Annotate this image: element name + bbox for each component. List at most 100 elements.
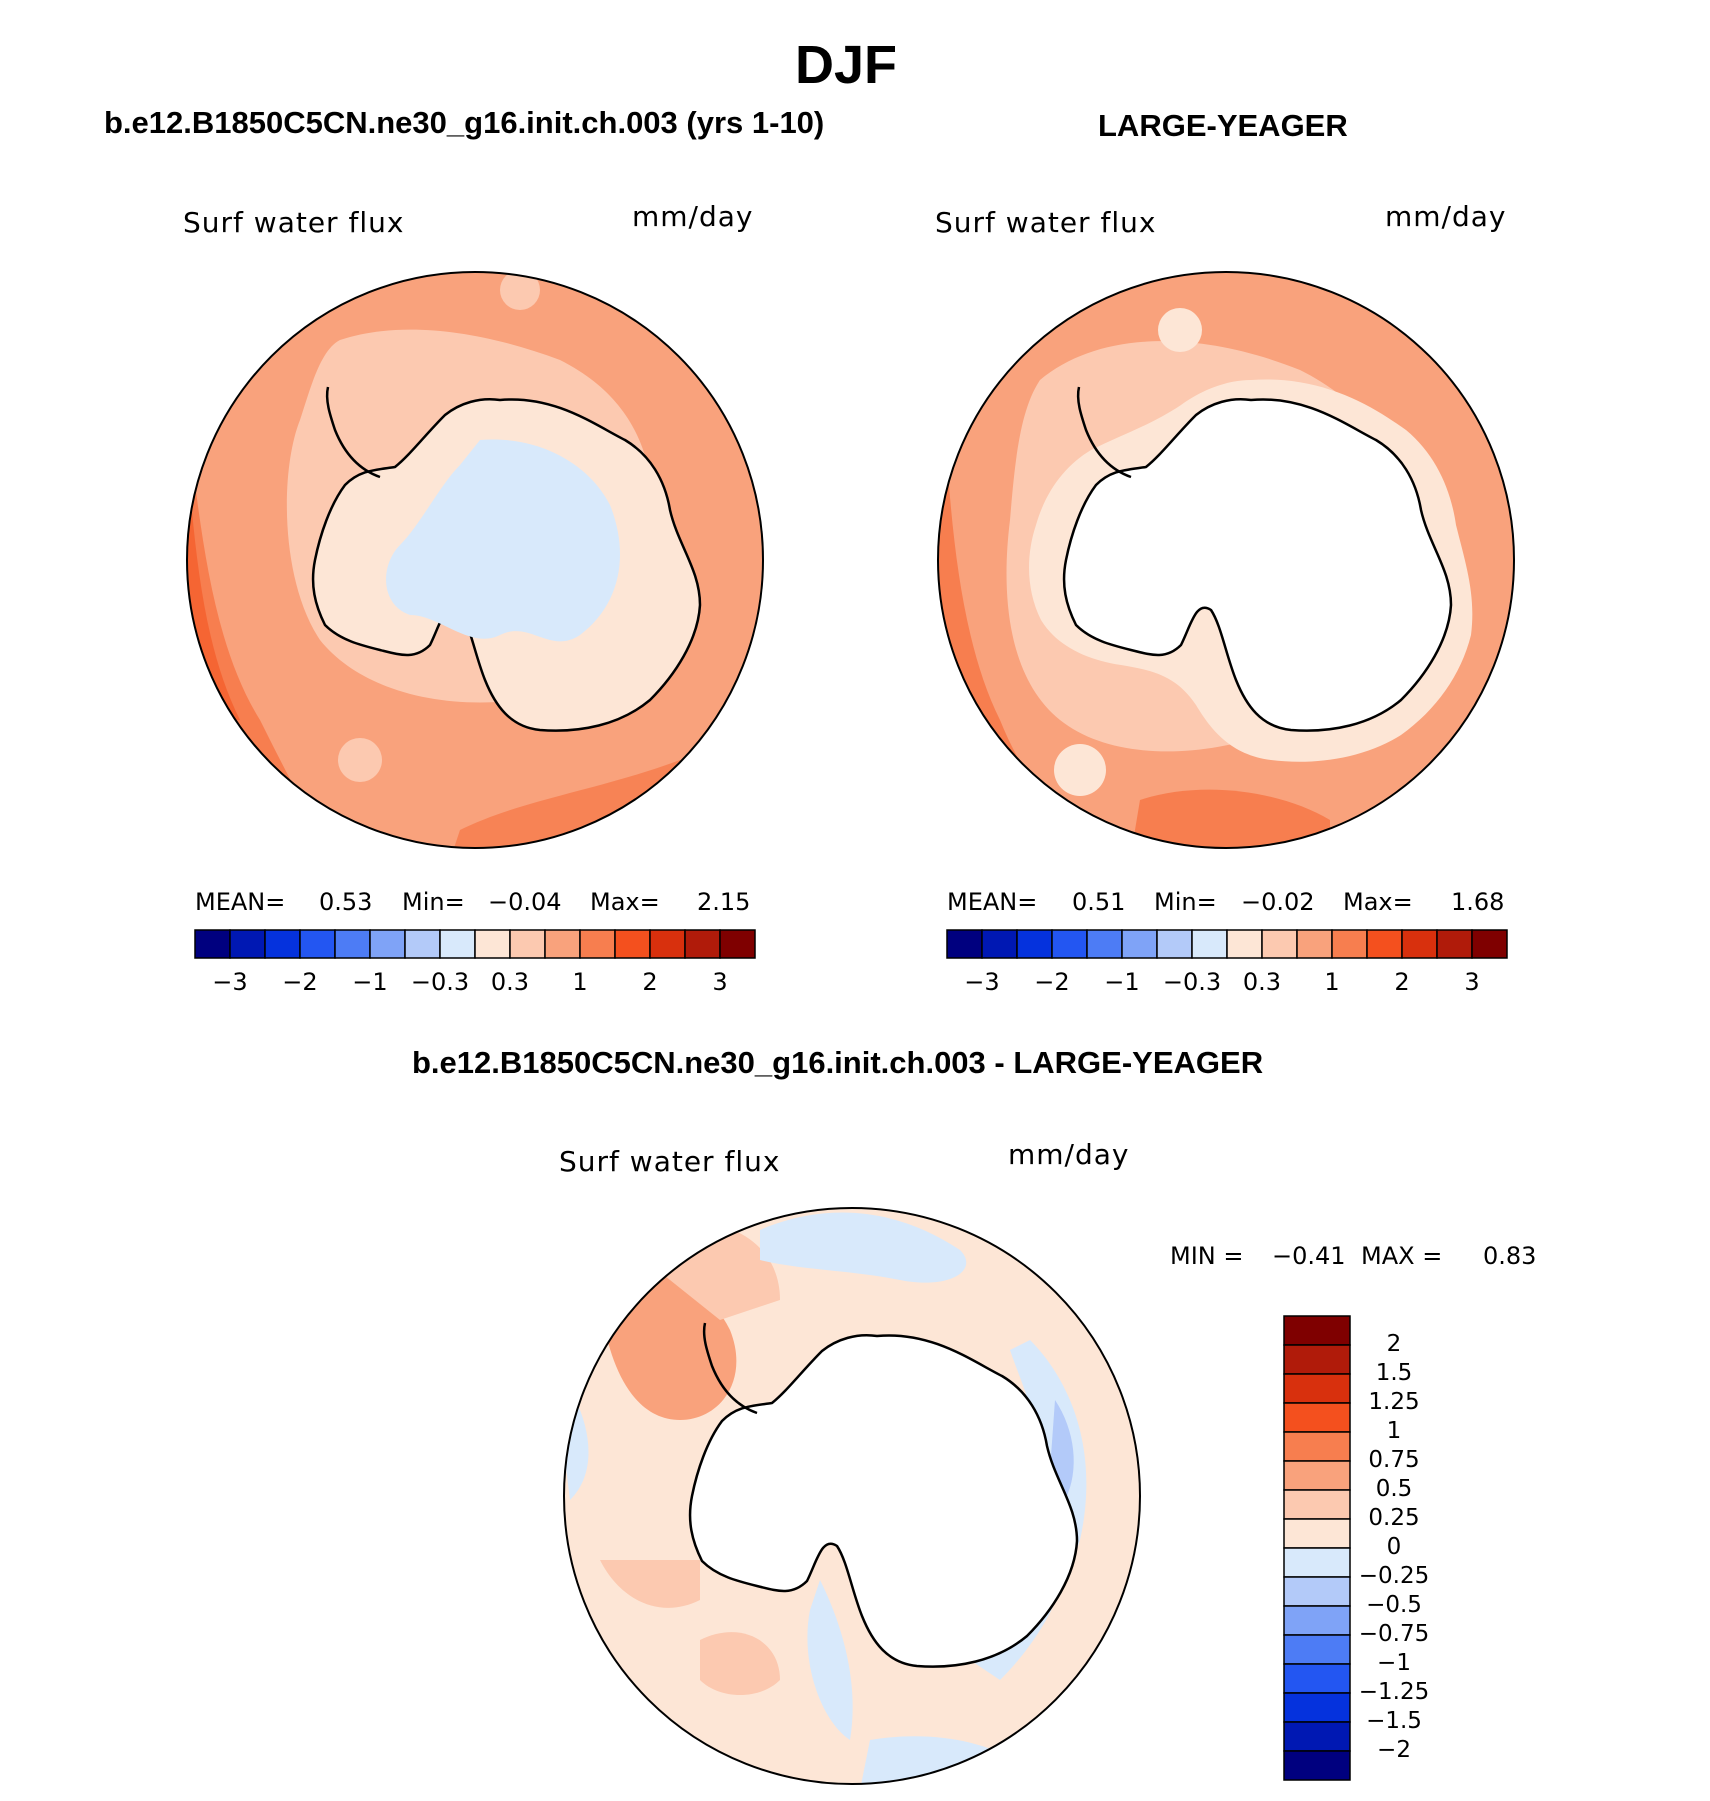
panel-obs-min-label: Min= [1154, 888, 1217, 916]
colorbar-obs-swatch [1366, 929, 1403, 959]
colorbar-diff-swatch [1283, 1576, 1351, 1607]
colorbar-obs-swatch [1156, 929, 1193, 959]
colorbar-obs-swatch [1296, 929, 1333, 959]
colorbar-diff-swatch [1283, 1431, 1351, 1462]
colorbar-diff-swatch [1283, 1750, 1351, 1781]
panel-obs-variable-label: Surf water flux [935, 206, 1157, 239]
colorbar-model-tick-label: 0.3 [491, 968, 529, 996]
panel-obs-min-value: −0.02 [1241, 888, 1315, 916]
colorbar-diff-tick-label: 1.25 [1368, 1389, 1419, 1415]
colorbar-obs-tick-label: −3 [964, 968, 999, 996]
colorbar-diff-tick-label: 1 [1387, 1418, 1402, 1444]
panel-model-min-value: −0.04 [488, 888, 562, 916]
colorbar-diff-tick-label: 0.25 [1368, 1505, 1419, 1531]
panel-diff-max-value: 0.83 [1483, 1242, 1537, 1270]
panel-model-variable-label: Surf water flux [183, 206, 405, 239]
colorbar-diff: 2 1.5 1.25 1 0.75 0.5 0.25 0 −0.25 −0.5 −0.75 −1 −1.… [1283, 1315, 1429, 1781]
panel-model-max-label: Max= [590, 888, 660, 916]
colorbar-model-tick-label: −3 [212, 968, 247, 996]
colorbar-model-swatch [264, 929, 301, 959]
panel-model-mean-value: 0.53 [319, 888, 373, 916]
colorbar-obs-tick-label: 0.3 [1243, 968, 1281, 996]
colorbar-model-swatch [404, 929, 441, 959]
colorbar-model-tick-label: 3 [712, 968, 727, 996]
panel-obs-map [937, 271, 1515, 849]
panel-obs-mean-label: MEAN= [947, 888, 1038, 916]
colorbar-model-swatch [474, 929, 511, 959]
colorbar-obs-tick-label: −0.3 [1163, 968, 1221, 996]
colorbar-diff-tick-label: −1.5 [1366, 1708, 1422, 1734]
colorbar-model-swatch [649, 929, 686, 959]
colorbar-model-swatch [299, 929, 336, 959]
colorbar-diff-swatch [1283, 1489, 1351, 1520]
colorbar-obs-tick-label: −1 [1104, 968, 1139, 996]
colorbar-diff-swatch [1283, 1692, 1351, 1723]
panel-diff-units-label: mm/day [1008, 1138, 1130, 1171]
panel-diff-max-label: MAX = [1361, 1242, 1443, 1270]
colorbar-diff-tick-label: −1 [1377, 1650, 1411, 1676]
colorbar-diff-swatch [1283, 1315, 1351, 1346]
colorbar-obs-swatch [1121, 929, 1158, 959]
colorbar-diff-tick-label: −2 [1377, 1737, 1411, 1763]
colorbar-diff-tick-label: 0.75 [1368, 1447, 1419, 1473]
colorbar-model-swatch [719, 929, 756, 959]
colorbar-obs-tick-label: 3 [1464, 968, 1479, 996]
colorbar-obs-tick-label: −2 [1034, 968, 1069, 996]
colorbar-obs-swatch [981, 929, 1018, 959]
colorbar-diff-swatch [1283, 1605, 1351, 1636]
panel-diff-min-label: MIN = [1170, 1242, 1244, 1270]
panel-diff-map [563, 1207, 1141, 1785]
colorbar-obs-tick-label: 1 [1324, 968, 1339, 996]
colorbar-model-tick-label: −1 [352, 968, 387, 996]
panel-obs-max-label: Max= [1343, 888, 1413, 916]
colorbar-model-swatch [369, 929, 406, 959]
colorbar-obs-swatch [1401, 929, 1438, 959]
panel-obs-max-value: 1.68 [1451, 888, 1505, 916]
panel-diff-title: b.e12.B1850C5CN.ne30_g16.init.ch.003 - L… [412, 1045, 1264, 1080]
panel-obs-units-label: mm/day [1385, 200, 1507, 233]
colorbar-obs-swatch [1016, 929, 1053, 959]
panel-model-min-label: Min= [402, 888, 465, 916]
colorbar-diff-swatch [1283, 1634, 1351, 1665]
colorbar-obs-swatch [1226, 929, 1263, 959]
colorbar-obs-swatch [1331, 929, 1368, 959]
colorbar-model-tick-label: −0.3 [411, 968, 469, 996]
colorbar-obs-swatch [1191, 929, 1228, 959]
colorbar-diff-tick-label: −0.5 [1366, 1592, 1422, 1618]
colorbar-diff-tick-label: 0 [1387, 1534, 1402, 1560]
colorbar-diff-swatch [1283, 1547, 1351, 1578]
colorbar-model-swatch [579, 929, 616, 959]
colorbar-model-swatch [439, 929, 476, 959]
colorbar-obs-swatch [1086, 929, 1123, 959]
colorbar-diff-tick-label: −0.25 [1359, 1563, 1429, 1589]
colorbar-diff-swatch [1283, 1344, 1351, 1375]
panel-model-map [186, 271, 764, 849]
colorbar-model: −3 −2 −1 −0.3 0.3 1 2 3 [194, 929, 756, 996]
colorbar-diff-tick-label: 2 [1387, 1331, 1402, 1357]
panel-diff-variable-label: Surf water flux [559, 1145, 781, 1178]
colorbar-obs-swatch [1471, 929, 1508, 959]
colorbar-obs: −3 −2 −1 −0.3 0.3 1 2 3 [946, 929, 1508, 996]
colorbar-model-tick-label: 2 [642, 968, 657, 996]
colorbar-diff-swatch [1283, 1402, 1351, 1433]
colorbar-model-swatch [509, 929, 546, 959]
season-title: DJF [795, 35, 898, 95]
colorbar-diff-swatch [1283, 1373, 1351, 1404]
panel-obs-title: LARGE-YEAGER [1098, 108, 1348, 143]
colorbar-diff-swatch [1283, 1721, 1351, 1752]
panel-model-max-value: 2.15 [697, 888, 751, 916]
colorbar-model-swatch [614, 929, 651, 959]
colorbar-model-swatch [334, 929, 371, 959]
panel-model-units-label: mm/day [632, 200, 754, 233]
colorbar-diff-tick-label: 1.5 [1376, 1360, 1413, 1386]
colorbar-diff-swatch [1283, 1518, 1351, 1549]
colorbar-model-tick-label: −2 [282, 968, 317, 996]
colorbar-diff-swatch [1283, 1460, 1351, 1491]
colorbar-obs-swatch [1436, 929, 1473, 959]
colorbar-diff-tick-label: −1.25 [1359, 1679, 1429, 1705]
panel-model-mean-label: MEAN= [195, 888, 286, 916]
colorbar-obs-swatch [1261, 929, 1298, 959]
colorbar-model-swatch [544, 929, 581, 959]
colorbar-diff-tick-label: 0.5 [1376, 1476, 1413, 1502]
